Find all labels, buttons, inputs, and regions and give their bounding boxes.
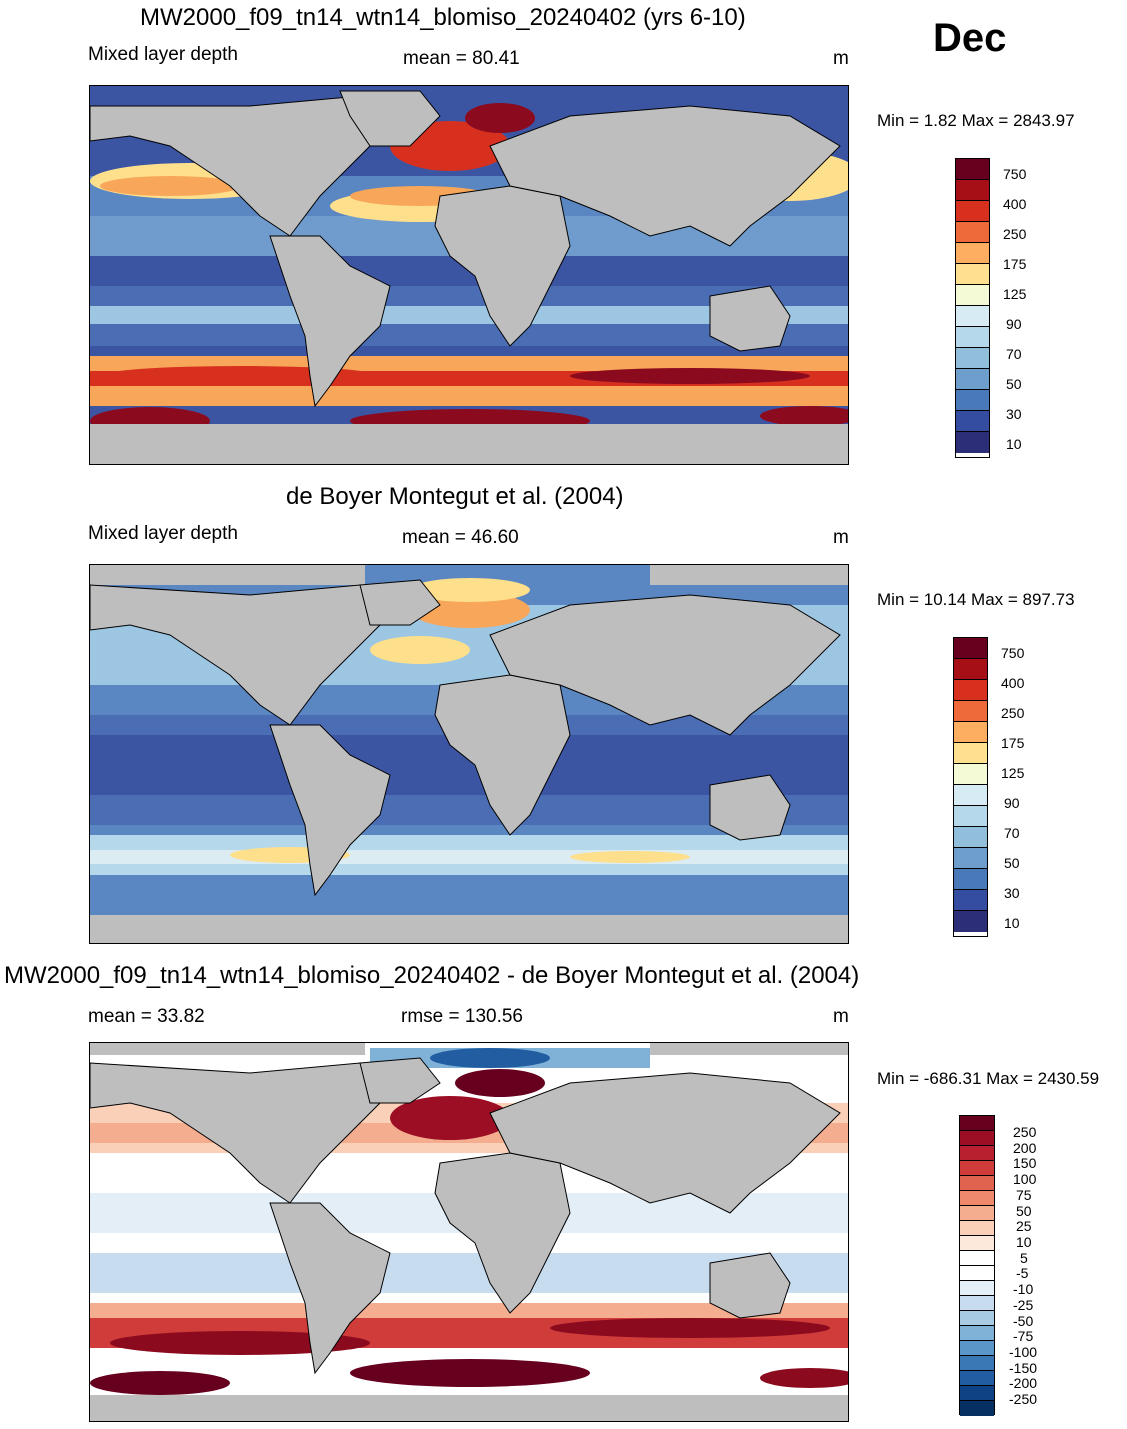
panel1-colorbar-tick: 750	[1003, 166, 1027, 182]
panel1-colorbar	[955, 158, 990, 458]
panel2-colorbar-tick: 70	[1004, 825, 1020, 841]
panel2-colorbar-tick: 50	[1004, 855, 1020, 871]
panel1-colorbar-tick: 10	[1006, 436, 1022, 452]
panel3-minmax-label: Min = -686.31 Max = 2430.59	[877, 1069, 1100, 1088]
panel1-colorbar-tick: 50	[1006, 376, 1022, 392]
panel1-map	[89, 85, 849, 465]
panel3-colorbar-tick: 150	[1013, 1155, 1037, 1171]
panel3-colorbar-tick: 250	[1013, 1124, 1037, 1140]
panel3-colorbar	[959, 1115, 995, 1416]
panel3-colorbar-tick: -25	[1013, 1297, 1034, 1313]
panel3-colorbar-tick: -150	[1009, 1360, 1038, 1376]
panel2-colorbar-tick: 400	[1001, 675, 1025, 691]
panel3-colorbar-tick: -5	[1016, 1265, 1029, 1281]
panel1-colorbar-tick: 70	[1006, 346, 1022, 362]
panel1-colorbar-tick: 30	[1006, 406, 1022, 422]
panel3-colorbar-tick: -50	[1013, 1313, 1034, 1329]
panel3-title: MW2000_f09_tn14_wtn14_blomiso_20240402 -…	[4, 962, 860, 989]
panel3-colorbar-tick: 200	[1013, 1140, 1037, 1156]
panel2-colorbar-tick: 175	[1001, 735, 1025, 751]
panel3-mean-label: mean = 33.82	[88, 1006, 205, 1027]
panel3-colorbar-tick: 50	[1016, 1203, 1032, 1219]
panel1-mean-label: mean = 80.41	[403, 48, 520, 69]
panel2-mean-label: mean = 46.60	[402, 527, 519, 548]
panel1-colorbar-tick: 90	[1006, 316, 1022, 332]
panel3-rmse-label: rmse = 130.56	[401, 1006, 523, 1027]
panel1-units-label: m	[833, 48, 849, 69]
panel3-units-label: m	[833, 1006, 849, 1027]
panel2-map	[89, 564, 849, 944]
panel3-colorbar-tick: -250	[1009, 1391, 1038, 1407]
panel3-colorbar-tick: -200	[1009, 1375, 1038, 1391]
panel2-colorbar-tick: 750	[1001, 645, 1025, 661]
panel2-colorbar-tick: 250	[1001, 705, 1025, 721]
panel3-map	[89, 1042, 849, 1422]
panel3-colorbar-tick: 10	[1016, 1234, 1032, 1250]
panel1-variable-label: Mixed layer depth	[88, 44, 238, 65]
panel3-colorbar-tick: -10	[1013, 1281, 1034, 1297]
panel3-colorbar-tick: 25	[1016, 1218, 1032, 1234]
panel2-colorbar-tick: 125	[1001, 765, 1025, 781]
panel1-colorbar-tick: 175	[1003, 256, 1027, 272]
panel1-minmax-label: Min = 1.82 Max = 2843.97	[877, 111, 1075, 130]
panel2-units-label: m	[833, 527, 849, 548]
panel1-map-canvas	[90, 86, 848, 464]
panel1-colorbar-tick: 250	[1003, 226, 1027, 242]
panel2-colorbar	[953, 637, 988, 937]
panel2-map-canvas	[90, 565, 848, 943]
panel3-colorbar-tick: 75	[1016, 1187, 1032, 1203]
panel1-colorbar-tick: 125	[1003, 286, 1027, 302]
panel3-colorbar-tick: -100	[1009, 1344, 1038, 1360]
panel2-title: de Boyer Montegut et al. (2004)	[286, 483, 624, 510]
panel2-variable-label: Mixed layer depth	[88, 523, 238, 544]
panel3-colorbar-tick: -75	[1013, 1328, 1034, 1344]
panel2-minmax-label: Min = 10.14 Max = 897.73	[877, 590, 1075, 609]
panel1-colorbar-tick: 400	[1003, 196, 1027, 212]
panel3-map-canvas	[90, 1043, 848, 1421]
panel3-colorbar-tick: 100	[1013, 1171, 1037, 1187]
panel2-colorbar-tick: 10	[1004, 915, 1020, 931]
panel1-title: MW2000_f09_tn14_wtn14_blomiso_20240402 (…	[140, 4, 746, 31]
panel3-colorbar-tick: 5	[1020, 1250, 1028, 1266]
panel2-colorbar-tick: 30	[1004, 885, 1020, 901]
panel2-colorbar-tick: 90	[1004, 795, 1020, 811]
month-label: Dec	[933, 16, 1007, 60]
